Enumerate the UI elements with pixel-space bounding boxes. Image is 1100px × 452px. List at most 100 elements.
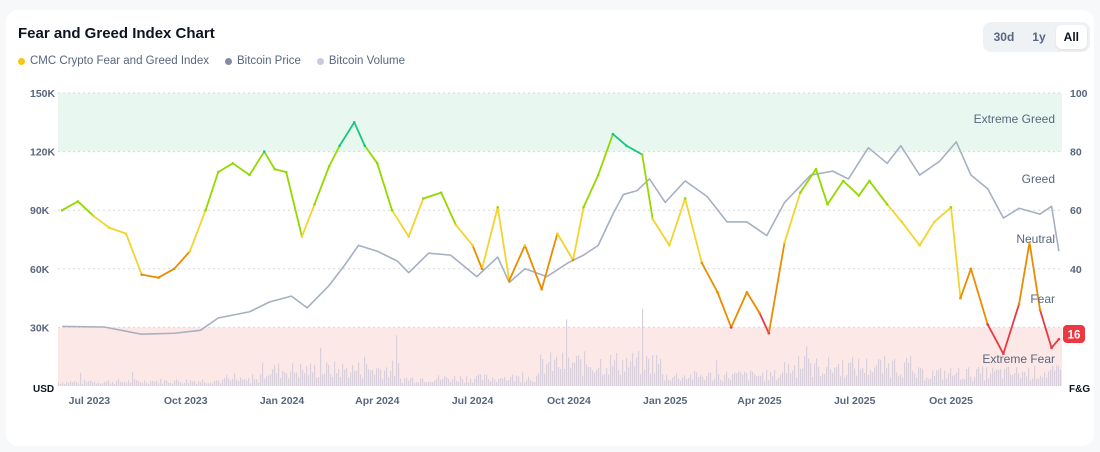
- volume-bar: [976, 369, 978, 386]
- fear-greed-point: [596, 173, 600, 177]
- volume-bar: [110, 383, 112, 386]
- volume-bar: [382, 379, 384, 386]
- legend-item-bitcoin-volume[interactable]: Bitcoin Volume: [316, 55, 405, 67]
- volume-bar: [582, 375, 584, 386]
- volume-bar: [258, 382, 260, 386]
- x-axis-tick: Jul 2023: [69, 395, 111, 407]
- volume-bar: [652, 355, 654, 386]
- fear-greed-point: [668, 244, 671, 247]
- volume-bar: [1010, 374, 1012, 386]
- volume-bar: [936, 370, 938, 386]
- volume-bar: [1004, 368, 1006, 386]
- volume-bar: [134, 379, 136, 386]
- volume-bar: [80, 372, 82, 386]
- fear-greed-segment: [986, 323, 1005, 355]
- volume-bar: [782, 372, 784, 386]
- volume-bar: [604, 374, 606, 386]
- fear-greed-segment: [1028, 241, 1041, 311]
- fear-greed-point: [60, 208, 64, 212]
- volume-bar: [722, 381, 724, 386]
- fear-greed-segment: [508, 244, 526, 282]
- fear-greed-point: [783, 241, 786, 244]
- volume-bar: [840, 376, 842, 386]
- fear-greed-segment: [376, 162, 393, 212]
- volume-bar: [546, 364, 548, 386]
- volume-bar: [838, 364, 840, 386]
- volume-bar: [576, 356, 578, 386]
- volume-bar: [468, 382, 470, 386]
- volume-bar: [448, 378, 450, 386]
- volume-bar: [284, 372, 286, 386]
- volume-bar: [108, 380, 110, 386]
- volume-bar: [702, 376, 704, 386]
- volume-bar: [740, 372, 742, 386]
- volume-bar: [910, 355, 912, 386]
- volume-bar: [236, 379, 238, 386]
- range-button-all[interactable]: All: [1055, 25, 1087, 49]
- volume-bar: [298, 377, 300, 386]
- volume-bar: [748, 380, 750, 386]
- volume-bar: [280, 377, 282, 386]
- volume-bar: [538, 373, 540, 386]
- volume-bar: [380, 369, 382, 386]
- volume-bar: [618, 370, 620, 386]
- x-axis-tick: Jul 2024: [452, 395, 494, 407]
- fear-greed-point: [640, 153, 644, 156]
- bitcoin-price-line: [62, 141, 1060, 336]
- fear-greed-segment: [933, 206, 952, 223]
- volume-bar: [138, 381, 140, 386]
- volume-bar: [92, 382, 94, 386]
- volume-bar: [1022, 371, 1024, 386]
- fear-greed-point: [1017, 302, 1021, 306]
- volume-bar: [1020, 378, 1022, 386]
- x-axis-tick: Oct 2024: [547, 395, 591, 407]
- legend-item-bitcoin-price[interactable]: Bitcoin Price: [224, 55, 301, 67]
- volume-bar: [150, 380, 152, 386]
- volume-bar: [350, 372, 352, 386]
- volume-bar: [408, 380, 410, 386]
- volume-bar: [200, 381, 202, 386]
- fear-greed-point: [216, 170, 220, 174]
- volume-bar: [292, 363, 294, 386]
- zone-label: Neutral: [1016, 232, 1055, 246]
- volume-bar: [738, 371, 740, 386]
- volume-bar: [1052, 365, 1054, 386]
- volume-bar: [1050, 369, 1052, 386]
- fear-greed-segment: [1018, 241, 1031, 305]
- volume-bar: [778, 377, 780, 386]
- volume-bar: [240, 377, 242, 386]
- volume-bar: [378, 368, 380, 386]
- volume-bar: [178, 381, 180, 386]
- volume-bar: [686, 379, 688, 386]
- volume-bar: [432, 382, 434, 386]
- fear-greed-segment: [767, 241, 786, 335]
- volume-bar: [990, 373, 992, 386]
- volume-bar: [832, 372, 834, 386]
- volume-bar: [988, 378, 990, 386]
- volume-bar: [570, 367, 572, 386]
- legend-item-fear-greed[interactable]: CMC Crypto Fear and Greed Index: [18, 55, 209, 67]
- volume-bar: [998, 369, 1000, 386]
- volume-bar: [354, 370, 356, 386]
- volume-bar: [536, 375, 538, 386]
- volume-bar: [420, 378, 422, 386]
- volume-bar: [732, 374, 734, 386]
- fear-greed-point: [571, 258, 575, 262]
- fear-greed-point: [611, 132, 615, 136]
- volume-bar: [148, 384, 150, 386]
- fear-greed-segment: [1002, 303, 1020, 355]
- volume-bar: [792, 370, 794, 386]
- volume-bar: [906, 357, 908, 386]
- volume-bar: [688, 377, 690, 386]
- range-button-30d[interactable]: 30d: [993, 30, 1015, 44]
- fear-greed-segment: [338, 121, 356, 147]
- volume-bar: [852, 357, 854, 386]
- range-button-1y[interactable]: 1y: [1032, 30, 1046, 44]
- volume-bar: [118, 379, 120, 386]
- chart-title: Fear and Greed Index Chart: [18, 25, 215, 42]
- volume-bar: [716, 360, 718, 386]
- fear-greed-segment: [758, 311, 770, 335]
- fear-greed-point: [76, 200, 80, 203]
- volume-bar: [826, 367, 828, 386]
- y-axis-left-unit: USD: [33, 384, 54, 395]
